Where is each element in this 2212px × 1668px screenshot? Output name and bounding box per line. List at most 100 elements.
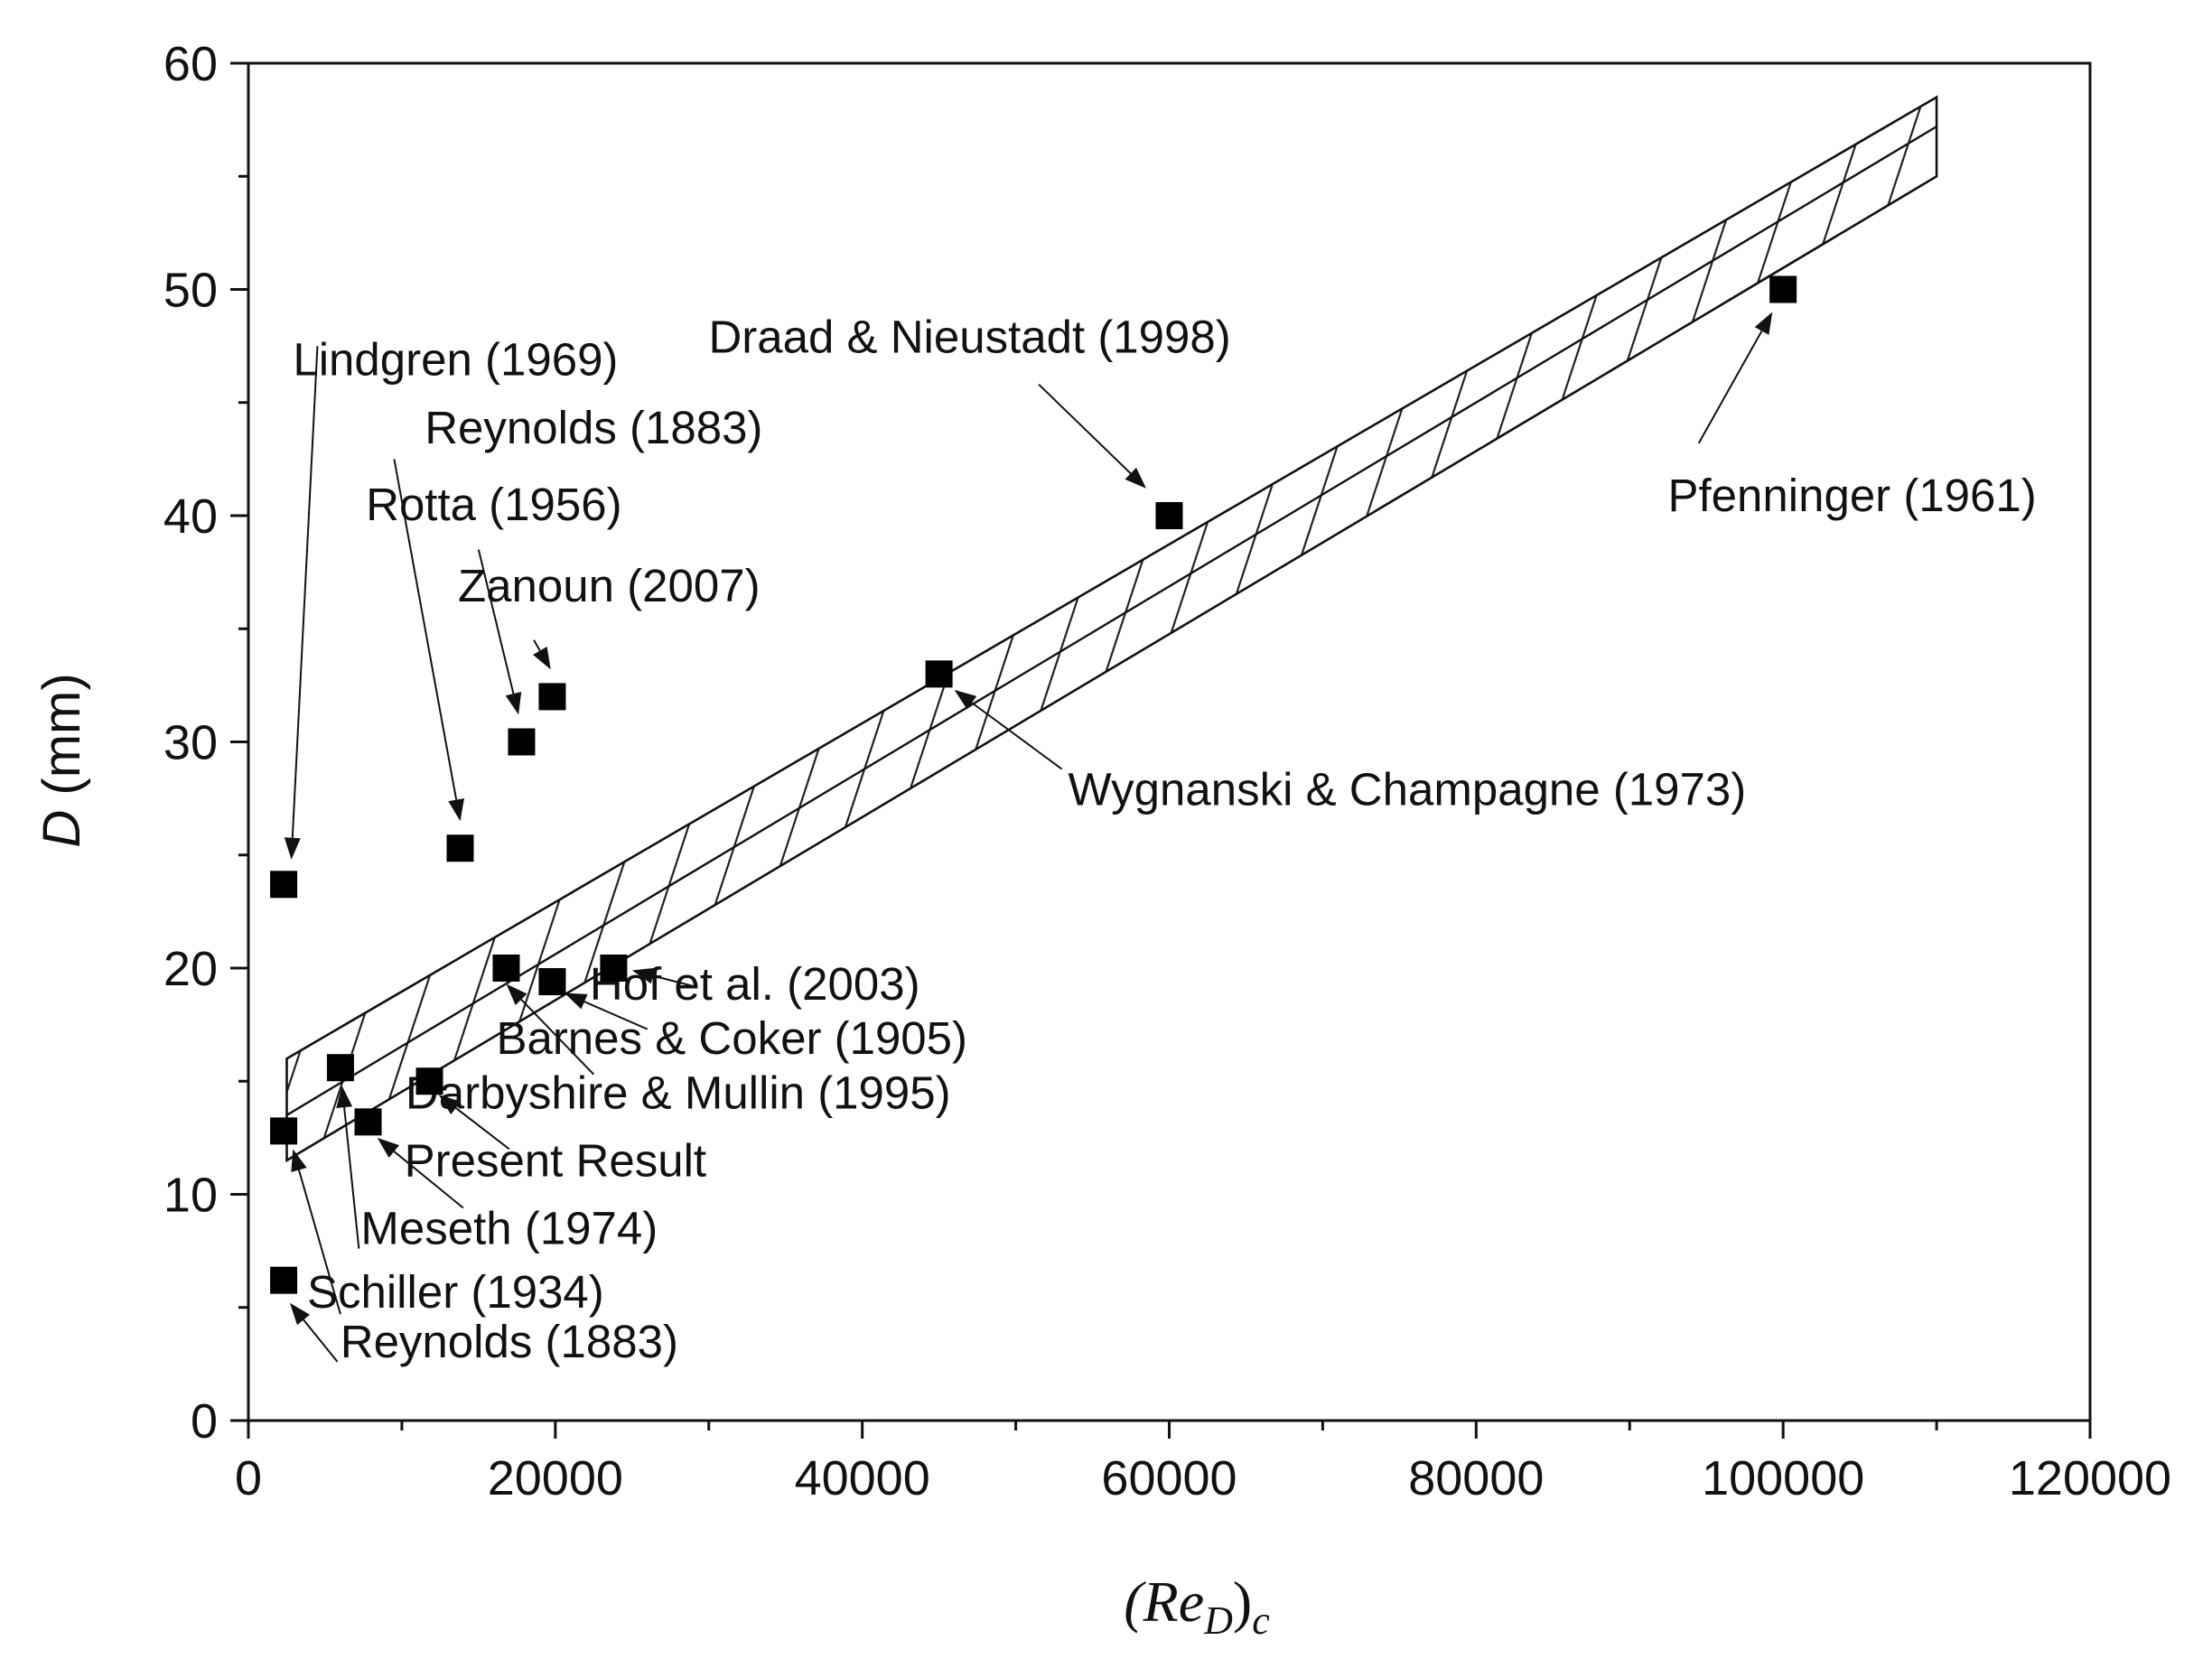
x-tick-label: 120000	[2009, 1451, 2171, 1505]
y-tick-label: 30	[163, 716, 218, 770]
x-axis-label: (ReD)c	[1124, 1570, 1270, 1643]
data-point	[600, 955, 628, 982]
y-axis-label-main: D	[33, 810, 91, 848]
annotation-arrow	[583, 1001, 649, 1030]
annotation-label: Reynolds (1883)	[425, 402, 762, 453]
hatch-line	[723, 97, 1233, 1160]
annotation-label: Reynolds (1883)	[341, 1316, 678, 1367]
hatch-line	[1876, 97, 1937, 1160]
data-point	[270, 1266, 298, 1294]
annotation-arrow	[1697, 330, 1763, 444]
hatch-line	[2192, 0, 2212, 1511]
annotation-arrowhead	[438, 1095, 462, 1114]
annotation-arrow	[393, 459, 458, 800]
axes: 0 20000 40000 60000 80000 100000 120000 0 10 20 30…	[163, 37, 2171, 1505]
annotation-label: Lindgren (1969)	[293, 334, 618, 386]
annotation-arrowhead	[377, 1137, 399, 1158]
annotation-arrow	[1038, 383, 1132, 474]
annotation-label: Barnes & Coker (1905)	[496, 1012, 967, 1064]
y-tick-label: 20	[163, 942, 218, 996]
annotation-arrow	[652, 974, 695, 988]
annotation-label: Rotta (1956)	[366, 479, 622, 530]
annotation-arrow	[455, 1107, 510, 1151]
x-axis-label-close: )	[1233, 1570, 1252, 1634]
hatch-line	[1457, 97, 1937, 1160]
annotation-arrowhead	[533, 647, 551, 670]
y-tick-label: 40	[163, 489, 218, 544]
annotation-arrowhead	[291, 1149, 307, 1172]
data-point	[270, 871, 298, 899]
x-axis-label-sub: D	[1203, 1598, 1233, 1643]
annotation-arrowhead	[506, 983, 527, 1005]
annotation-arrow	[297, 1169, 341, 1315]
annotation-arrowhead	[336, 1086, 353, 1109]
data-point	[446, 834, 474, 862]
hatch-line	[1562, 97, 1937, 1160]
hatch-line	[828, 97, 1338, 1160]
x-axis-label-sub2: c	[1252, 1598, 1270, 1643]
hatch-line	[1719, 97, 1937, 1160]
annotation-label: Hof et al. (2003)	[590, 958, 920, 1010]
annotation-label: Pfenninger (1961)	[1667, 470, 2036, 521]
data-point	[508, 728, 536, 756]
y-axis-label-unit: (mm)	[33, 673, 91, 809]
annotation-arrowhead	[284, 837, 301, 860]
y-axis-label: D (mm)	[33, 673, 91, 847]
hatch-line	[776, 97, 1285, 1160]
data-point	[354, 1108, 382, 1136]
hatch-line	[2140, 0, 2212, 1511]
annotations: Lindgren (1969) Reynolds (1883) Rotta (195…	[284, 312, 2037, 1367]
annotation-arrow	[303, 1319, 339, 1363]
hatch-line	[2087, 0, 2212, 1511]
hatch-line	[1509, 97, 1937, 1160]
data-point	[1155, 502, 1183, 529]
band-center-line	[285, 126, 1937, 1116]
annotation-arrowhead	[631, 967, 656, 984]
hatch-line	[1983, 0, 2212, 1511]
hatch-line	[985, 97, 1495, 1160]
annotation-arrow	[291, 346, 319, 838]
data-point	[538, 968, 566, 996]
data-point	[1769, 275, 1797, 303]
data-point	[538, 683, 566, 711]
hatch-line	[1405, 97, 1914, 1160]
annotation-arrow	[393, 1151, 464, 1209]
hatch-line	[1824, 97, 1937, 1160]
hatch-line	[1771, 97, 1937, 1160]
annotation-arrowhead	[1125, 467, 1146, 489]
data-point	[326, 1054, 354, 1082]
hatch-line	[1666, 97, 1937, 1160]
annotation-arrowhead	[505, 692, 522, 715]
hatch-line	[881, 97, 1390, 1160]
hatch-line	[933, 97, 1442, 1160]
y-tick-label: 10	[163, 1169, 218, 1223]
annotation-arrow	[520, 999, 595, 1076]
annotation-arrowhead	[289, 1302, 310, 1326]
hatch-line	[1143, 97, 1652, 1160]
annotation-label: Schiller (1934)	[307, 1266, 604, 1318]
annotation-label: Zanoun (2007)	[458, 560, 761, 611]
y-tick-label: 50	[163, 264, 218, 318]
hatch-line	[1195, 97, 1704, 1160]
hatch-line	[1300, 97, 1809, 1160]
annotation-label: Darbyshire & Mullin (1995)	[406, 1067, 951, 1118]
x-tick-label: 0	[235, 1451, 262, 1505]
data-points	[270, 275, 1797, 1294]
band-outline	[285, 95, 1938, 1163]
annotation-label: Wygnanski & Champagne (1973)	[1068, 764, 1746, 815]
annotation-label: Present Result	[405, 1134, 707, 1186]
hatch-line	[1038, 97, 1547, 1160]
axis-labels: D (mm) (ReD)c	[33, 673, 1270, 1643]
y-tick-label: 60	[163, 37, 218, 91]
annotation-arrow	[477, 549, 515, 694]
annotation-arrowhead	[565, 992, 588, 1010]
hatch-line	[619, 97, 1128, 1160]
hatch-line	[2035, 0, 2212, 1511]
hatch-line	[1352, 97, 1862, 1160]
x-tick-label: 40000	[795, 1451, 930, 1505]
data-point	[492, 955, 520, 982]
data-point	[415, 1067, 443, 1095]
x-tick-label: 20000	[488, 1451, 623, 1505]
x-tick-label: 80000	[1408, 1451, 1544, 1505]
